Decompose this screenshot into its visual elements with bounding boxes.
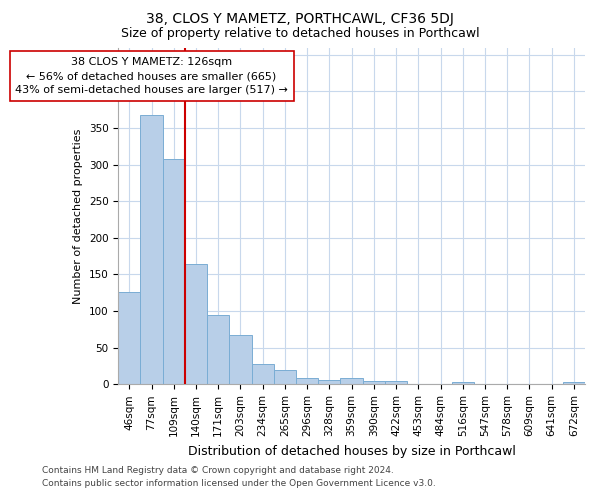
- Text: 38, CLOS Y MAMETZ, PORTHCAWL, CF36 5DJ: 38, CLOS Y MAMETZ, PORTHCAWL, CF36 5DJ: [146, 12, 454, 26]
- Bar: [118, 292, 140, 384]
- X-axis label: Distribution of detached houses by size in Porthcawl: Distribution of detached houses by size …: [188, 444, 515, 458]
- Bar: [385, 382, 407, 384]
- Bar: [229, 334, 251, 384]
- Text: Size of property relative to detached houses in Porthcawl: Size of property relative to detached ho…: [121, 28, 479, 40]
- Bar: [563, 382, 585, 384]
- Bar: [452, 382, 474, 384]
- Bar: [296, 378, 318, 384]
- Bar: [274, 370, 296, 384]
- Bar: [163, 159, 185, 384]
- Text: Contains HM Land Registry data © Crown copyright and database right 2024.
Contai: Contains HM Land Registry data © Crown c…: [42, 466, 436, 487]
- Bar: [207, 315, 229, 384]
- Bar: [140, 115, 163, 384]
- Y-axis label: Number of detached properties: Number of detached properties: [73, 128, 83, 304]
- Bar: [340, 378, 363, 384]
- Bar: [318, 380, 340, 384]
- Bar: [251, 364, 274, 384]
- Bar: [185, 264, 207, 384]
- Text: 38 CLOS Y MAMETZ: 126sqm
← 56% of detached houses are smaller (665)
43% of semi-: 38 CLOS Y MAMETZ: 126sqm ← 56% of detach…: [15, 57, 288, 95]
- Bar: [363, 380, 385, 384]
